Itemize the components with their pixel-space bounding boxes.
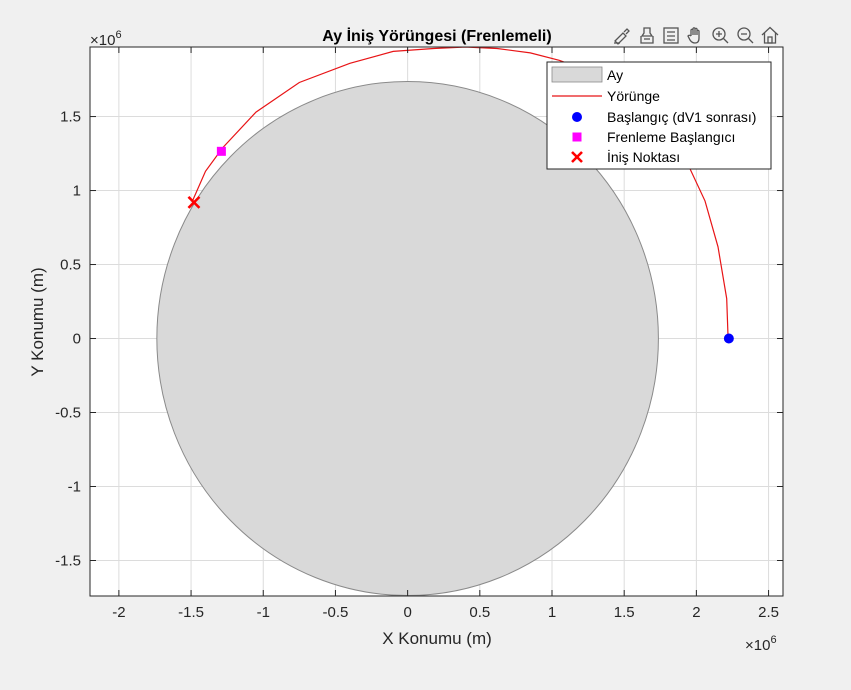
landing-marker-stroke xyxy=(187,195,201,209)
landing-point-marker xyxy=(187,195,201,209)
y-tick-label: -1 xyxy=(68,478,81,495)
y-tick-label: 1.5 xyxy=(60,109,81,126)
x-tick-label: -1 xyxy=(257,604,270,621)
axes-box xyxy=(89,46,784,597)
x-tick-label: 0 xyxy=(403,604,411,621)
y-tick-label: 0 xyxy=(73,331,81,348)
x-tick-label: 1.5 xyxy=(614,604,635,621)
legend-label-braking: Frenleme Başlangıcı xyxy=(607,129,735,145)
braking-start-marker xyxy=(216,146,226,156)
y-tick-label: -1.5 xyxy=(55,552,81,569)
x-axis-label: X Konumu (m) xyxy=(382,629,492,648)
x-tick-label: -1.5 xyxy=(178,604,204,621)
trajectory-line xyxy=(191,47,729,339)
brush-icon[interactable] xyxy=(613,26,631,45)
pan-icon[interactable] xyxy=(686,26,704,44)
legend[interactable]: Ay Yörünge Başlangıç (dV1 sonrası) Frenl… xyxy=(546,61,772,170)
home-icon[interactable] xyxy=(761,26,779,44)
start-point-marker xyxy=(723,333,734,344)
x-exponent-label: ×106 xyxy=(745,634,777,654)
legend-swatch-braking xyxy=(572,132,582,142)
legend-label-landing: İniş Noktası xyxy=(607,148,680,165)
y-axis: -1.5 -1 -0.5 0 0.5 1 1.5 xyxy=(55,109,783,569)
legend-swatch-moon xyxy=(551,66,603,83)
x-tick-label: 1 xyxy=(548,604,556,621)
legend-swatch-landing xyxy=(571,151,583,163)
legend-label-trajectory: Yörünge xyxy=(607,88,660,104)
y-axis-label: Y Konumu (m) xyxy=(28,267,47,376)
legend-icon[interactable] xyxy=(663,27,679,44)
legend-label-start: Başlangıç (dV1 sonrası) xyxy=(607,109,756,125)
x-axis: -2 -1.5 -1 -0.5 0 0.5 1 1.5 2 2.5 xyxy=(112,47,779,621)
chart-title: Ay İniş Yörüngesi (Frenlemeli) xyxy=(322,27,551,45)
x-tick-label: -0.5 xyxy=(323,604,349,621)
zoom-in-icon[interactable] xyxy=(712,27,729,44)
y-exponent-label: ×106 xyxy=(90,29,122,49)
datatip-icon[interactable] xyxy=(638,26,656,44)
legend-label-moon: Ay xyxy=(607,67,623,83)
y-tick-label: -0.5 xyxy=(55,405,81,422)
y-tick-label: 0.5 xyxy=(60,257,81,274)
zoom-out-icon[interactable] xyxy=(737,27,754,44)
x-tick-label: 2.5 xyxy=(758,604,779,621)
axes-toolbar xyxy=(613,26,779,45)
x-tick-label: 2 xyxy=(692,604,700,621)
y-tick-label: 1 xyxy=(73,183,81,200)
x-tick-label: -2 xyxy=(112,604,125,621)
legend-swatch-start xyxy=(572,112,582,122)
x-tick-label: 0.5 xyxy=(469,604,490,621)
